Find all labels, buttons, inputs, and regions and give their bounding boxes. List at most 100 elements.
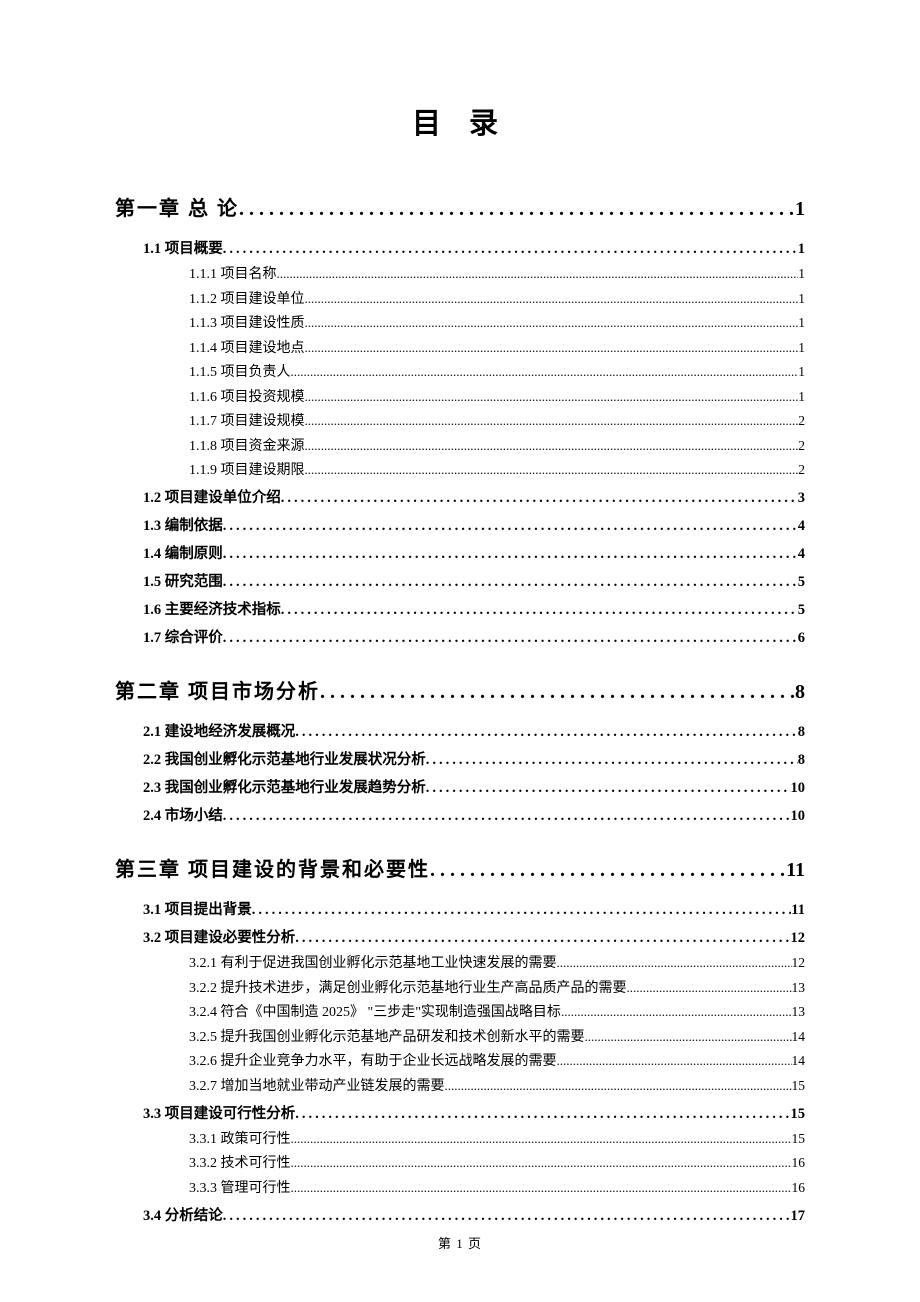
toc-page-number: 2 bbox=[798, 438, 805, 454]
toc-section: 3.2 项目建设必要性分析...........................… bbox=[143, 926, 805, 947]
toc-page-number: 16 bbox=[792, 1180, 806, 1196]
toc-leader-dots: ........................................… bbox=[305, 438, 799, 454]
toc-label: 1.1.4 项目建设地点 bbox=[189, 337, 305, 357]
toc-section: 1.6 主要经济技术指标............................… bbox=[143, 598, 805, 619]
toc-section: 1.2 项目建设单位介绍............................… bbox=[143, 486, 805, 507]
toc-page-number: 13 bbox=[792, 980, 806, 996]
toc-page-number: 17 bbox=[791, 1208, 806, 1225]
toc-leader-dots: ........................................… bbox=[305, 413, 799, 429]
toc-label: 1.2 项目建设单位介绍 bbox=[143, 486, 281, 507]
toc-leader-dots: ........................................… bbox=[295, 930, 790, 947]
toc-page-number: 1 bbox=[798, 266, 805, 282]
toc-subsection: 3.2.2 提升技术进步，满足创业孵化示范基地行业生产高品质产品的需要.....… bbox=[189, 977, 805, 997]
toc-label: 3.2.4 符合《中国制造 2025》 "三步走"实现制造强国战略目标 bbox=[189, 1001, 561, 1021]
toc-leader-dots: ........................................… bbox=[585, 1029, 792, 1045]
toc-label: 3.2.7 增加当地就业带动产业链发展的需要 bbox=[189, 1075, 445, 1095]
toc-label: 1.4 编制原则 bbox=[143, 542, 223, 563]
toc-label: 3.3.2 技术可行性 bbox=[189, 1152, 291, 1172]
toc-section: 3.3 项目建设可行性分析...........................… bbox=[143, 1102, 805, 1123]
toc-subsection: 3.2.5 提升我国创业孵化示范基地产品研发和技术创新水平的需要........… bbox=[189, 1026, 805, 1046]
toc-leader-dots: ........................................… bbox=[561, 1004, 792, 1020]
toc-label: 1.1.3 项目建设性质 bbox=[189, 312, 305, 332]
toc-label: 1.6 主要经济技术指标 bbox=[143, 598, 281, 619]
toc-leader-dots: ........................................… bbox=[430, 859, 786, 882]
toc-leader-dots: ........................................… bbox=[305, 340, 799, 356]
toc-chapter: 第一章 总 论.................................… bbox=[115, 192, 805, 221]
toc-label: 第二章 项目市场分析 bbox=[115, 675, 320, 704]
toc-leader-dots: ........................................… bbox=[295, 1106, 790, 1123]
toc-page-number: 8 bbox=[798, 724, 805, 741]
toc-page-number: 15 bbox=[792, 1131, 806, 1147]
toc-label: 3.3.3 管理可行性 bbox=[189, 1177, 291, 1197]
toc-page-number: 12 bbox=[791, 930, 806, 947]
toc-subsection: 1.1.5 项目负责人.............................… bbox=[189, 361, 805, 381]
toc-leader-dots: ........................................… bbox=[305, 389, 799, 405]
toc-section: 2.3 我国创业孵化示范基地行业发展趋势分析..................… bbox=[143, 776, 805, 797]
toc-label: 1.1.1 项目名称 bbox=[189, 263, 277, 283]
toc-label: 2.2 我国创业孵化示范基地行业发展状况分析 bbox=[143, 748, 426, 769]
toc-section: 1.1 项目概要................................… bbox=[143, 237, 805, 258]
toc-leader-dots: ........................................… bbox=[445, 1078, 792, 1094]
toc-page-number: 14 bbox=[792, 1053, 806, 1069]
toc-leader-dots: ........................................… bbox=[281, 602, 798, 619]
toc-label: 2.4 市场小结 bbox=[143, 804, 223, 825]
toc-leader-dots: ........................................… bbox=[426, 752, 798, 769]
toc-page-number: 11 bbox=[786, 859, 805, 882]
toc-leader-dots: ........................................… bbox=[320, 681, 795, 704]
toc-label: 1.1.5 项目负责人 bbox=[189, 361, 291, 381]
toc-subsection: 3.2.1 有利于促进我国创业孵化示范基地工业快速发展的需要..........… bbox=[189, 952, 805, 972]
toc-leader-dots: ........................................… bbox=[223, 808, 791, 825]
toc-section: 1.5 研究范围................................… bbox=[143, 570, 805, 591]
toc-section: 1.7 综合评价................................… bbox=[143, 626, 805, 647]
toc-leader-dots: ........................................… bbox=[557, 1053, 792, 1069]
toc-label: 第三章 项目建设的背景和必要性 bbox=[115, 853, 430, 882]
toc-subsection: 3.2.6 提升企业竞争力水平，有助于企业长远战略发展的需要..........… bbox=[189, 1050, 805, 1070]
toc-label: 1.1.2 项目建设单位 bbox=[189, 288, 305, 308]
toc-label: 1.5 研究范围 bbox=[143, 570, 223, 591]
toc-page-number: 4 bbox=[798, 546, 805, 563]
toc-leader-dots: ........................................… bbox=[305, 315, 799, 331]
toc-page-number: 5 bbox=[798, 574, 805, 591]
toc-label: 2.3 我国创业孵化示范基地行业发展趋势分析 bbox=[143, 776, 426, 797]
toc-page-number: 4 bbox=[798, 518, 805, 535]
toc-page-number: 13 bbox=[792, 1004, 806, 1020]
toc-section: 2.1 建设地经济发展概况...........................… bbox=[143, 720, 805, 741]
toc-page-number: 5 bbox=[798, 602, 805, 619]
toc-label: 3.4 分析结论 bbox=[143, 1204, 223, 1225]
toc-leader-dots: ........................................… bbox=[305, 462, 799, 478]
toc-label: 1.1.6 项目投资规模 bbox=[189, 386, 305, 406]
toc-page-number: 1 bbox=[798, 241, 805, 258]
toc-page-number: 14 bbox=[792, 1029, 806, 1045]
toc-page-number: 10 bbox=[791, 780, 806, 797]
toc-subsection: 1.1.6 项目投资规模............................… bbox=[189, 386, 805, 406]
toc-subsection: 3.3.3 管理可行性.............................… bbox=[189, 1177, 805, 1197]
toc-page-number: 6 bbox=[798, 630, 805, 647]
toc-subsection: 1.1.3 项目建设性质............................… bbox=[189, 312, 805, 332]
toc-subsection: 1.1.2 项目建设单位............................… bbox=[189, 288, 805, 308]
toc-page-number: 1 bbox=[798, 315, 805, 331]
toc-page-number: 2 bbox=[798, 413, 805, 429]
toc-section: 2.4 市场小结................................… bbox=[143, 804, 805, 825]
toc-page-number: 1 bbox=[798, 291, 805, 307]
toc-subsection: 3.3.1 政策可行性.............................… bbox=[189, 1128, 805, 1148]
toc-subsection: 1.1.8 项目资金来源............................… bbox=[189, 435, 805, 455]
toc-leader-dots: ........................................… bbox=[223, 241, 798, 258]
toc-section: 3.4 分析结论................................… bbox=[143, 1204, 805, 1225]
toc-leader-dots: ........................................… bbox=[291, 364, 799, 380]
toc-label: 2.1 建设地经济发展概况 bbox=[143, 720, 295, 741]
toc-chapter: 第三章 项目建设的背景和必要性.........................… bbox=[115, 853, 805, 882]
toc-label: 1.1 项目概要 bbox=[143, 237, 223, 258]
toc-subsection: 1.1.9 项目建设期限............................… bbox=[189, 459, 805, 479]
toc-leader-dots: ........................................… bbox=[291, 1155, 792, 1171]
toc-page-number: 1 bbox=[798, 364, 805, 380]
toc-label: 3.2.2 提升技术进步，满足创业孵化示范基地行业生产高品质产品的需要 bbox=[189, 977, 627, 997]
toc-leader-dots: ........................................… bbox=[281, 490, 798, 507]
toc-subsection: 1.1.4 项目建设地点............................… bbox=[189, 337, 805, 357]
toc-section: 2.2 我国创业孵化示范基地行业发展状况分析..................… bbox=[143, 748, 805, 769]
toc-subsection: 3.2.4 符合《中国制造 2025》 "三步走"实现制造强国战略目标.....… bbox=[189, 1001, 805, 1021]
toc-chapter: 第二章 项目市场分析..............................… bbox=[115, 675, 805, 704]
toc-leader-dots: ........................................… bbox=[223, 1208, 791, 1225]
toc-leader-dots: ........................................… bbox=[223, 574, 798, 591]
toc-label: 3.2.6 提升企业竞争力水平，有助于企业长远战略发展的需要 bbox=[189, 1050, 557, 1070]
toc-leader-dots: ........................................… bbox=[252, 902, 792, 919]
